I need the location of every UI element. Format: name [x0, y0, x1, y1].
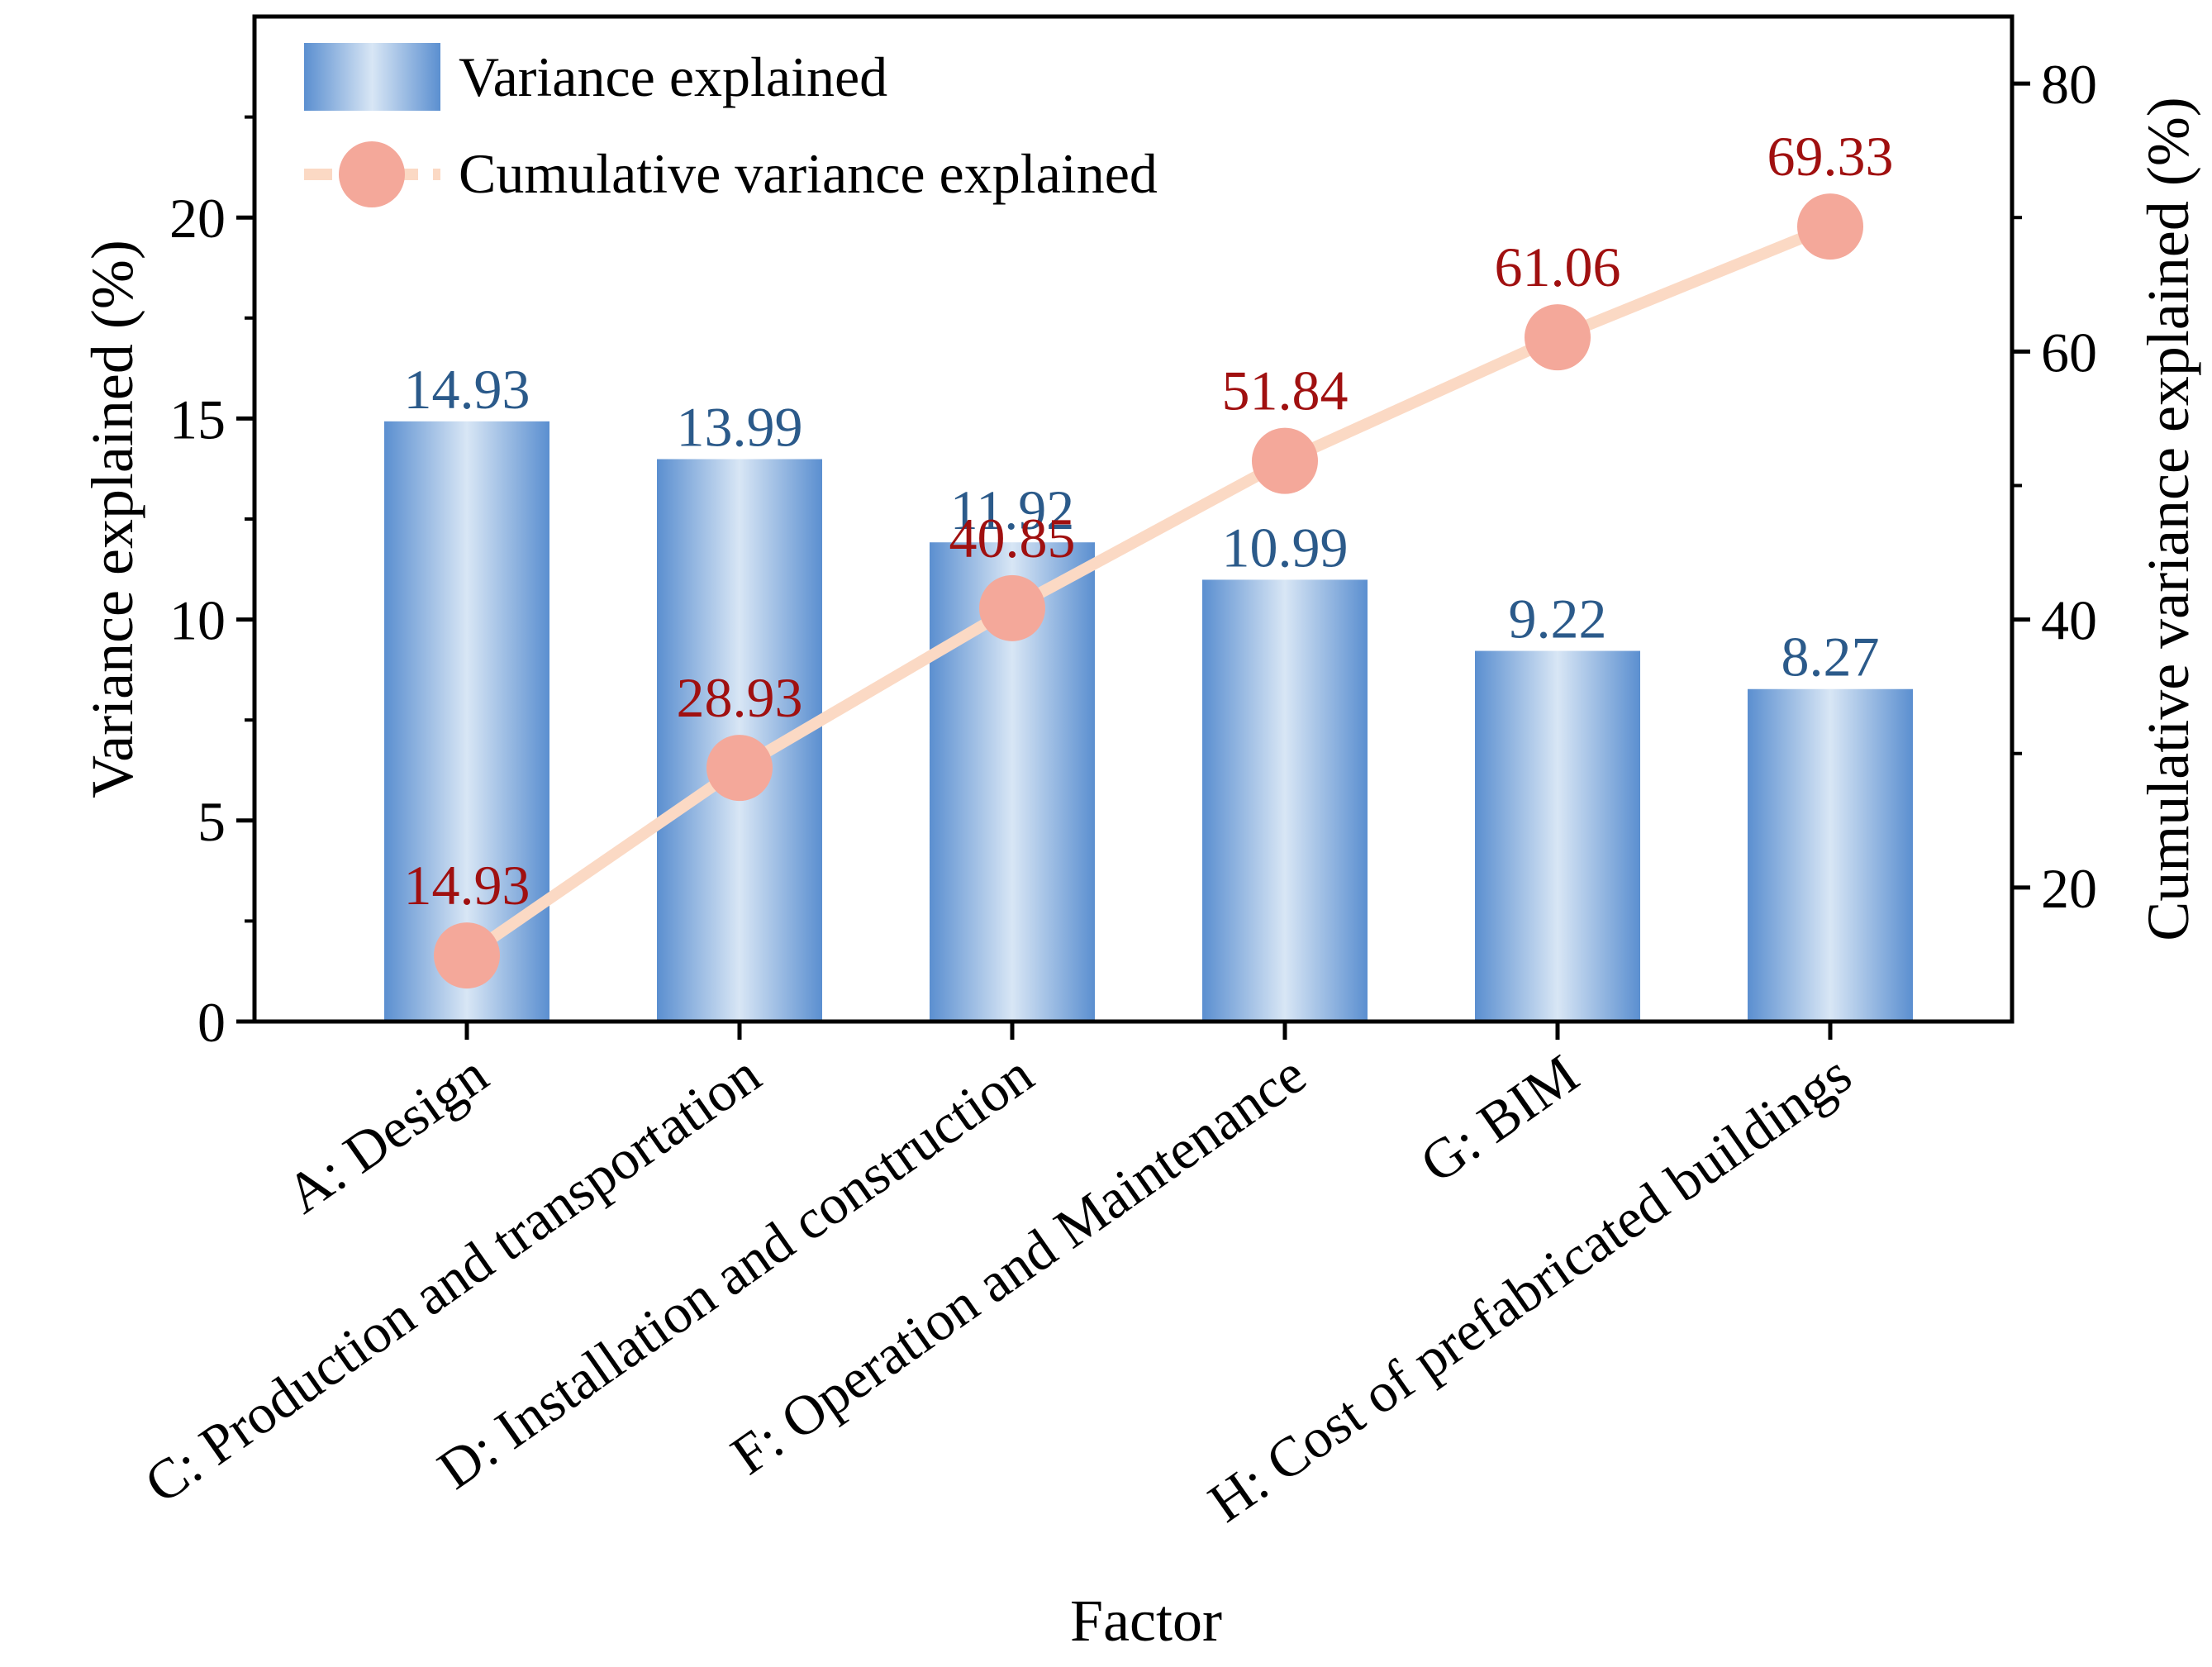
cumulative-value-label-6: 69.33: [1767, 125, 1894, 188]
legend-marker-swatch: [339, 141, 405, 207]
right-tick-label-3: 60: [2041, 321, 2097, 383]
cumulative-marker-4: [1252, 427, 1318, 494]
cumulative-marker-1: [434, 922, 500, 989]
bar-value-label-2: 13.99: [677, 396, 803, 459]
cumulative-value-label-2: 28.93: [677, 666, 803, 729]
left-tick-label-1: 0: [197, 991, 226, 1054]
legend-label-cumulative: Cumulative variance explained: [459, 142, 1158, 205]
bar-4: [1202, 579, 1368, 1022]
y2-axis-title: Cumulative variance explained (%): [2135, 97, 2201, 941]
y-axis-title: Variance explained (%): [79, 240, 145, 798]
right-tick-label-1: 20: [2041, 857, 2097, 920]
right-tick-label-2: 40: [2041, 589, 2097, 652]
bar-6: [1748, 688, 1913, 1022]
left-tick-label-2: 5: [197, 790, 226, 853]
x-axis-title: Factor: [1070, 1588, 1222, 1654]
legend-label-variance: Variance explained: [459, 45, 887, 108]
category-label-5: G: BIM: [1409, 1042, 1589, 1195]
left-tick-label-5: 20: [169, 187, 226, 250]
left-tick-label-4: 15: [169, 388, 226, 450]
bar-value-label-6: 8.27: [1781, 626, 1880, 688]
legend-bar-swatch: [304, 43, 440, 111]
bar-5: [1475, 650, 1640, 1022]
cumulative-line-group: [434, 193, 1863, 989]
cumulative-marker-2: [706, 735, 773, 802]
bar-value-label-1: 14.93: [404, 358, 530, 421]
bars-group: [384, 421, 1913, 1022]
cumulative-line: [461, 221, 1836, 962]
cumulative-value-label-1: 14.93: [404, 854, 530, 917]
cumulative-value-label-5: 61.06: [1495, 236, 1621, 298]
cumulative-value-label-3: 40.85: [949, 507, 1076, 569]
bar-value-label-5: 9.22: [1509, 588, 1607, 650]
legend: Variance explained Cumulative variance ex…: [304, 43, 1158, 207]
cumulative-value-label-4: 51.84: [1222, 360, 1349, 422]
cumulative-marker-6: [1797, 193, 1863, 260]
cumulative-marker-3: [979, 574, 1045, 641]
category-label-1: A: Design: [275, 1042, 499, 1226]
bar-value-label-3: 11.92: [950, 479, 1074, 541]
right-tick-label-4: 80: [2041, 53, 2097, 116]
data-labels-group: 14.93 13.99 11.92 10.99 9.22 8.27 14.93 28.93 40…: [404, 125, 1894, 917]
left-tick-label-3: 10: [169, 589, 226, 652]
bar-value-label-4: 10.99: [1222, 516, 1349, 579]
cumulative-marker-5: [1525, 304, 1591, 371]
